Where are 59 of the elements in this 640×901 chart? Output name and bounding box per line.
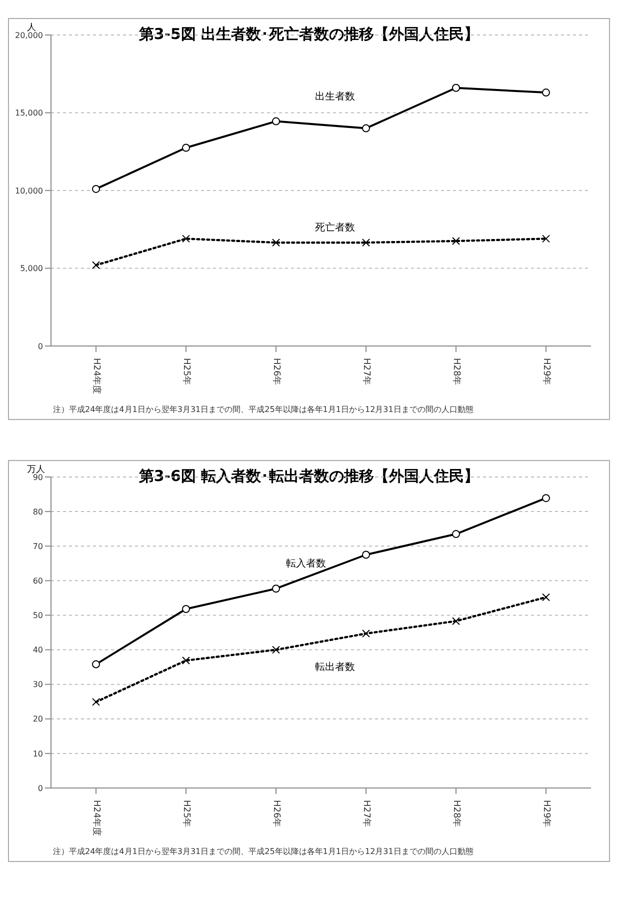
x-tick-label: H28年 [451, 800, 462, 828]
point [272, 117, 280, 126]
y-tick-label: 80 [32, 507, 43, 516]
y-axis-title: 万人 [27, 464, 45, 475]
point [182, 234, 190, 243]
series-label: 転出者数 [315, 660, 355, 673]
y-tick-label: 0 [38, 342, 43, 351]
y-tick-label: 0 [38, 784, 43, 793]
point [92, 698, 100, 706]
y-tick-label: 15,000 [15, 108, 43, 118]
point [452, 84, 460, 92]
y-tick-label: 50 [32, 611, 43, 620]
point [92, 261, 100, 270]
y-tick-label: 5,000 [20, 264, 43, 274]
point [92, 660, 100, 668]
point [542, 494, 550, 502]
point [272, 238, 280, 247]
point [542, 234, 550, 243]
series-label: 死亡者数 [315, 222, 355, 234]
x-tick-label: H28年 [451, 358, 462, 386]
y-tick-label: 60 [32, 576, 43, 586]
y-tick-label: 30 [32, 680, 43, 690]
point [542, 593, 550, 602]
text: 注）平成24年度は4月1日から翌年3月31日までの間、平成25年以降は各年1月1日から12月31日までの間の人口動態 [53, 846, 474, 857]
text: 注）平成24年度は4月1日から翌年3月31日までの間、平成25年以降は各年1月1日から12月31日までの間の人口動態 [53, 404, 474, 415]
series-label: 転入者数 [286, 558, 326, 570]
y-tick-label: 10 [32, 749, 43, 758]
y-tick-label: 20,000 [15, 30, 43, 40]
point [92, 184, 100, 193]
point [272, 584, 280, 593]
point [452, 617, 460, 626]
point [362, 550, 370, 559]
point [362, 124, 370, 132]
x-tick-label: H26年 [271, 800, 282, 828]
x-tick-label: H24年度 [91, 800, 102, 836]
point [452, 530, 460, 538]
point [542, 88, 550, 97]
x-tick-label: H29年 [541, 800, 552, 828]
y-axis-title: 人 [27, 22, 36, 33]
point [182, 605, 190, 613]
x-tick-label: H26年 [271, 358, 282, 386]
x-tick-label: H29年 [541, 358, 552, 386]
x-tick-label: H24年度 [91, 358, 102, 394]
text: 出生者数 [315, 90, 355, 102]
point [272, 646, 280, 654]
point [362, 238, 370, 247]
x-tick-label: H25年 [181, 358, 192, 386]
y-tick-label: 90 [32, 472, 43, 482]
x-tick-label: H27年 [361, 358, 372, 386]
y-tick-label: 20 [32, 714, 43, 724]
point [452, 237, 460, 246]
y-tick-label: 10,000 [15, 186, 43, 196]
point [362, 630, 370, 638]
x-tick-label: H25年 [181, 800, 192, 828]
point [182, 656, 190, 664]
x-tick-label: H27年 [361, 800, 372, 828]
y-tick-label: 70 [32, 542, 43, 551]
point [182, 144, 190, 152]
y-tick-label: 40 [32, 646, 43, 655]
